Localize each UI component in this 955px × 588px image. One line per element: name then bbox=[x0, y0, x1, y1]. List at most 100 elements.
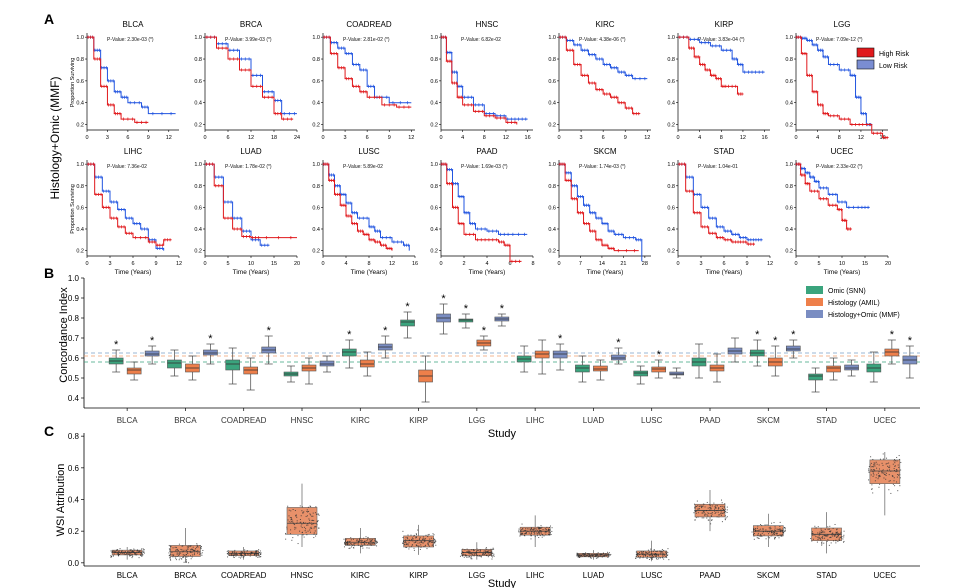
wsi-point bbox=[602, 555, 604, 557]
km-censor-mark bbox=[743, 70, 747, 74]
wsi-point bbox=[599, 554, 601, 556]
km-censor-mark bbox=[494, 229, 499, 233]
wsi-point bbox=[602, 553, 604, 555]
km-censor-mark bbox=[629, 73, 633, 78]
wsi-point bbox=[546, 530, 548, 532]
km-censor-mark bbox=[570, 38, 575, 43]
wsi-point bbox=[129, 551, 131, 553]
wsi-point bbox=[518, 531, 520, 533]
wsi-point bbox=[609, 554, 611, 556]
km-xtick-label: 16 bbox=[762, 135, 768, 141]
wsi-point bbox=[348, 543, 350, 545]
km-censor-mark bbox=[104, 84, 108, 88]
wsi-point bbox=[531, 530, 533, 532]
wsi-point bbox=[779, 521, 781, 523]
wsi-point bbox=[769, 528, 771, 530]
wsi-point bbox=[404, 541, 406, 543]
wsi-point bbox=[130, 549, 132, 551]
wsi-point bbox=[421, 546, 423, 548]
wsi-point bbox=[835, 542, 837, 544]
km-curve-low-risk bbox=[796, 163, 870, 208]
wsi-point bbox=[894, 460, 896, 462]
km-censor-mark bbox=[235, 227, 239, 231]
wsi-point bbox=[409, 546, 411, 548]
km-censor-mark bbox=[721, 225, 725, 229]
wsi-point bbox=[360, 539, 362, 541]
wsi-point bbox=[345, 538, 347, 540]
wsi-point bbox=[427, 543, 429, 545]
km-censor-mark bbox=[389, 246, 393, 251]
km-ytick-label: 0.2 bbox=[194, 123, 202, 129]
wsi-point bbox=[299, 530, 301, 532]
km-censor-mark bbox=[126, 117, 130, 121]
wsi-point bbox=[893, 468, 895, 470]
ci-significance-star: * bbox=[347, 329, 352, 341]
km-xtick-label: 15 bbox=[862, 261, 868, 267]
wsi-point bbox=[719, 514, 721, 516]
wsi-point bbox=[658, 558, 660, 560]
wsi-point bbox=[519, 535, 521, 537]
wsi-point bbox=[119, 548, 121, 550]
km-censor-mark bbox=[402, 105, 406, 109]
wsi-point bbox=[487, 556, 489, 558]
wsi-point bbox=[534, 536, 536, 538]
ci-box-skcm-0: * bbox=[749, 329, 765, 367]
wsi-point bbox=[602, 552, 604, 554]
wsi-box-kirp bbox=[402, 524, 437, 555]
wsi-point bbox=[885, 478, 887, 480]
ci-significance-star: * bbox=[114, 339, 119, 351]
wsi-point bbox=[782, 529, 784, 531]
wsi-point bbox=[134, 549, 136, 551]
wsi-point bbox=[233, 551, 235, 553]
wsi-point bbox=[411, 538, 413, 540]
wsi-point bbox=[435, 544, 437, 546]
km-censor-mark bbox=[244, 234, 248, 239]
wsi-point bbox=[756, 537, 758, 539]
wsi-point bbox=[590, 557, 592, 559]
wsi-point bbox=[358, 544, 360, 546]
wsi-point bbox=[583, 554, 585, 556]
ci-significance-star: * bbox=[383, 325, 388, 337]
wsi-point bbox=[608, 553, 610, 555]
wsi-point bbox=[315, 535, 317, 537]
wsi-point bbox=[767, 536, 769, 538]
wsi-box-hnsc bbox=[285, 483, 320, 547]
wsi-box-paad bbox=[693, 490, 728, 532]
km-censor-mark bbox=[144, 236, 148, 240]
wsi-point bbox=[889, 467, 891, 469]
km-censor-mark bbox=[254, 236, 258, 240]
wsi-point bbox=[133, 548, 135, 550]
km-xtick-label: 4 bbox=[344, 261, 347, 267]
ci-box-brca-0 bbox=[167, 349, 182, 377]
wsi-point bbox=[472, 555, 474, 557]
wsi-point bbox=[542, 533, 544, 535]
wsi-point bbox=[407, 544, 409, 546]
wsi-point bbox=[586, 555, 588, 557]
km-xtick-label: 8 bbox=[483, 135, 486, 141]
ci-xtick-label: PAAD bbox=[699, 416, 720, 425]
wsi-point bbox=[197, 552, 199, 554]
wsi-point bbox=[589, 556, 591, 558]
wsi-point bbox=[346, 542, 348, 544]
wsi-point bbox=[665, 555, 667, 557]
wsi-point bbox=[724, 519, 726, 521]
wsi-point bbox=[761, 535, 763, 537]
wsi-point bbox=[814, 527, 816, 529]
wsi-point bbox=[666, 551, 668, 553]
wsi-point bbox=[642, 552, 644, 554]
km-censor-mark bbox=[470, 95, 474, 99]
wsi-point bbox=[427, 542, 429, 544]
wsi-point bbox=[474, 553, 476, 555]
wsi-point bbox=[597, 552, 599, 554]
km-censor-mark bbox=[735, 57, 739, 61]
wsi-point bbox=[111, 551, 113, 553]
wsi-point bbox=[304, 522, 306, 524]
km-censor-mark bbox=[611, 229, 615, 233]
wsi-point bbox=[489, 551, 491, 553]
wsi-point bbox=[299, 505, 301, 507]
km-censor-mark bbox=[744, 240, 748, 244]
wsi-point bbox=[312, 512, 314, 514]
wsi-point bbox=[637, 556, 639, 558]
wsi-point bbox=[659, 550, 661, 552]
